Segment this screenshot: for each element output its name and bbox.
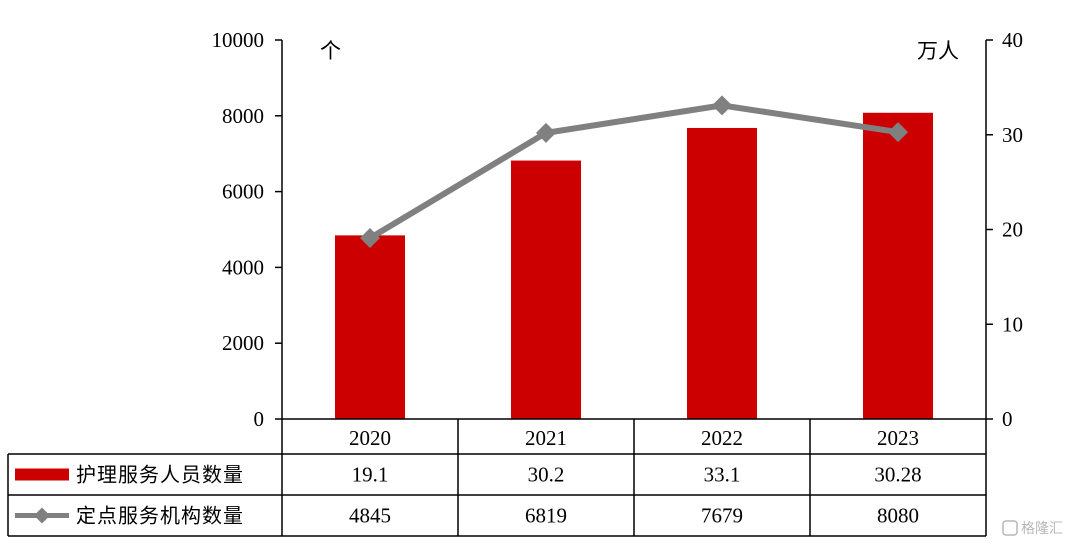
table-value-line: 6819 [525,504,567,528]
right-tick-label: 20 [1002,218,1023,242]
line-point [712,95,732,116]
right-axis-unit: 万人 [917,39,959,63]
bar [863,112,933,419]
category-label: 2020 [349,426,391,450]
line-point [888,122,908,143]
table-value-bar: 30.2 [528,463,565,487]
bar-series [335,112,933,420]
watermark: 格隆汇 [1002,520,1063,537]
left-axis-unit: 个 [320,39,341,63]
right-axis-ticks: 0 10 20 30 40 [986,28,1023,431]
right-tick-label: 30 [1002,123,1023,147]
legend-swatch-bar [15,468,69,481]
watermark-text: 格隆汇 [1021,521,1063,537]
left-axis-ticks: 0 2000 4000 6000 8000 10000 [212,28,282,431]
right-tick-label: 40 [1002,28,1023,52]
series-line [368,102,899,241]
category-label: 2021 [525,426,567,450]
right-tick-label: 0 [1002,407,1013,431]
category-label: 2023 [877,426,919,450]
table-value-line: 7679 [701,504,743,528]
table-value-bar: 33.1 [704,463,741,487]
right-tick-label: 10 [1002,312,1023,336]
table-value-bar: 30.28 [874,463,921,487]
left-tick-label: 10000 [212,28,265,52]
bar [511,160,581,419]
axes [281,40,987,419]
bar [335,235,405,419]
table-value-line: 8080 [877,504,919,528]
left-tick-label: 6000 [222,180,264,204]
left-tick-label: 4000 [222,255,264,279]
line-point [360,228,380,249]
left-tick-label: 0 [254,407,265,431]
legend-label-bar: 护理服务人员数量 [76,463,244,487]
table-value-bar: 19.1 [352,463,389,487]
left-tick-label: 8000 [222,104,264,128]
bar [687,127,757,420]
category-label: 2022 [701,426,743,450]
left-tick-label: 2000 [222,331,264,355]
line-series [360,95,908,249]
table-value-line: 4845 [349,504,391,528]
line-point [536,122,556,143]
legend-swatch-marker [34,507,50,524]
legend-label-line: 定点服务机构数量 [76,504,244,528]
